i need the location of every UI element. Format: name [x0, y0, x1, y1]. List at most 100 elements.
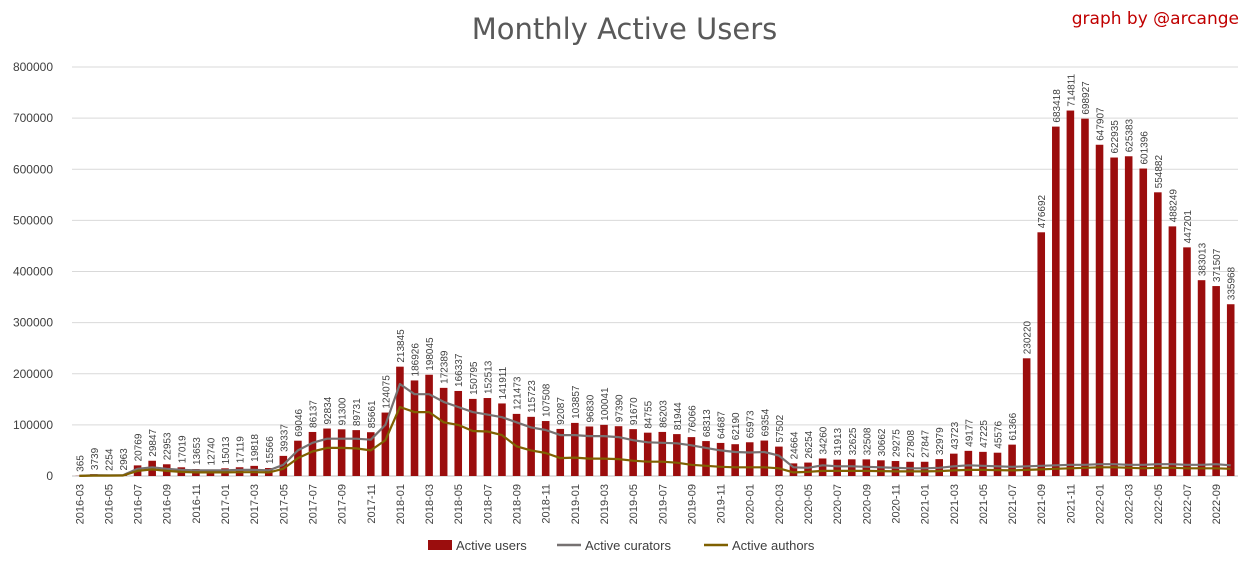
x-tick-label: 2021-05 [978, 484, 990, 524]
data-label: 15013 [221, 436, 232, 464]
y-tick-label: 0 [46, 469, 53, 483]
data-label: 34260 [819, 426, 830, 454]
x-tick-label: 2017-01 [220, 484, 232, 524]
x-tick-label: 2017-03 [249, 484, 261, 524]
bar-active-users [1022, 358, 1031, 476]
data-label: 32625 [848, 427, 859, 455]
data-label: 32508 [862, 427, 873, 455]
x-tick-label: 2018-05 [453, 484, 465, 524]
data-label: 86137 [308, 400, 319, 428]
data-label: 85661 [367, 400, 378, 428]
data-label: 17019 [177, 435, 188, 463]
data-label: 17119 [236, 436, 247, 464]
data-label: 230220 [1023, 320, 1034, 354]
bar-active-users [381, 412, 390, 476]
data-label: 76066 [687, 405, 698, 433]
bar-active-users [614, 426, 623, 476]
bar-active-users [745, 442, 754, 476]
bar-active-users [469, 398, 477, 476]
data-label: 488249 [1168, 189, 1179, 223]
bar-active-users [949, 453, 958, 476]
data-label: 20769 [134, 433, 145, 461]
bar-active-users [789, 463, 798, 476]
bar-active-users [483, 398, 492, 476]
data-label: 371507 [1212, 248, 1223, 282]
bar-active-users [337, 429, 346, 476]
data-label: 100041 [600, 387, 611, 421]
data-label: 92834 [323, 396, 334, 424]
bar-active-users [993, 452, 1002, 476]
data-label: 45576 [994, 420, 1005, 448]
data-label: 141911 [498, 366, 509, 399]
x-tick-label: 2018-03 [424, 484, 436, 524]
data-label: 29847 [148, 428, 159, 456]
bar-active-users [1154, 192, 1162, 476]
data-label: 335968 [1227, 266, 1238, 300]
bar-active-users [600, 424, 608, 476]
x-tick-label: 2017-07 [307, 484, 319, 524]
bar-active-users [658, 431, 667, 476]
legend-label: Active curators [585, 538, 671, 553]
data-label: 81944 [673, 402, 684, 430]
data-label: 91670 [629, 397, 640, 425]
data-label: 29275 [891, 429, 902, 457]
x-tick-label: 2018-09 [512, 484, 524, 524]
data-label: 27847 [921, 430, 932, 458]
bar-active-users [1095, 144, 1104, 476]
bar-active-users [643, 432, 652, 476]
bar-active-users [541, 421, 550, 476]
data-label: 115723 [527, 380, 538, 413]
data-label: 2254 [104, 448, 115, 471]
y-tick-label: 800000 [13, 60, 53, 74]
data-label: 3739 [90, 447, 101, 470]
bar-active-users [673, 434, 681, 476]
data-label: 84755 [644, 400, 655, 428]
data-label: 89731 [352, 398, 363, 426]
x-tick-label: 2020-11 [890, 484, 902, 524]
data-label: 69354 [760, 408, 771, 436]
data-label: 43723 [950, 421, 961, 449]
data-label: 601396 [1139, 131, 1150, 165]
bar-active-users [498, 403, 506, 476]
bar-active-users [1081, 118, 1089, 476]
bar-active-users [571, 422, 579, 476]
bar-active-users [527, 416, 535, 476]
bar-active-users [629, 429, 637, 476]
x-tick-label: 2016-05 [103, 484, 115, 524]
bar-active-users [1183, 247, 1191, 476]
data-label: 96830 [585, 394, 596, 422]
x-tick-label: 2017-09 [337, 484, 349, 524]
data-label: 49177 [964, 419, 975, 447]
data-label: 65973 [746, 410, 757, 438]
data-label: 647907 [1096, 107, 1107, 141]
x-tick-label: 2021-09 [1036, 484, 1048, 524]
x-tick-label: 2020-01 [745, 484, 757, 524]
x-tick-label: 2022-07 [1182, 484, 1194, 524]
data-label: 91300 [338, 397, 349, 425]
x-tick-label: 2021-11 [1065, 484, 1077, 524]
bar-active-users [804, 462, 812, 476]
bar-active-users [1052, 126, 1060, 477]
data-label: 213845 [396, 329, 407, 363]
data-label: 447201 [1183, 210, 1194, 244]
data-label: 39337 [279, 424, 290, 452]
bar-active-users [979, 451, 987, 476]
bar-active-users [775, 446, 783, 476]
bar-active-users [1168, 226, 1177, 476]
data-label: 92087 [556, 397, 567, 425]
bar-active-users [308, 431, 317, 476]
data-label: 22953 [163, 432, 174, 460]
data-label: 15566 [265, 436, 276, 464]
x-tick-label: 2018-01 [395, 484, 407, 524]
x-tick-label: 2019-09 [686, 484, 698, 524]
bar-active-users [1124, 156, 1133, 476]
x-tick-label: 2019-03 [599, 484, 611, 524]
x-tick-label: 2019-11 [716, 484, 728, 524]
x-tick-label: 2016-09 [162, 484, 174, 524]
data-label: 57502 [775, 414, 786, 442]
x-tick-label: 2018-07 [482, 484, 494, 524]
data-label: 103857 [571, 385, 582, 419]
data-label: 69046 [294, 408, 305, 436]
bar-active-users [1226, 304, 1235, 476]
data-label: 365 [75, 455, 86, 472]
